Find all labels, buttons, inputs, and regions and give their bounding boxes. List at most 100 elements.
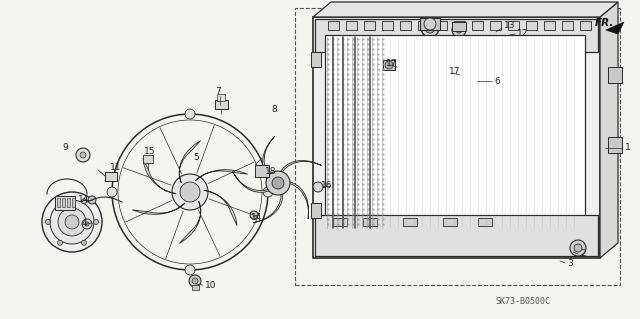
Circle shape bbox=[180, 182, 200, 202]
Circle shape bbox=[81, 199, 86, 204]
Polygon shape bbox=[253, 190, 283, 223]
Text: 10: 10 bbox=[205, 280, 216, 290]
Bar bbox=[580, 21, 591, 30]
Text: 4: 4 bbox=[82, 219, 88, 228]
Bar bbox=[55, 196, 75, 210]
Text: 7: 7 bbox=[215, 87, 221, 97]
Bar bbox=[608, 137, 622, 153]
Bar bbox=[400, 21, 411, 30]
Bar bbox=[420, 18, 440, 30]
Text: SK73-B0500C: SK73-B0500C bbox=[495, 298, 550, 307]
Bar bbox=[403, 218, 417, 226]
Circle shape bbox=[574, 244, 582, 252]
Polygon shape bbox=[204, 190, 237, 226]
Text: 1: 1 bbox=[625, 144, 631, 152]
Text: 15: 15 bbox=[144, 147, 156, 157]
Circle shape bbox=[81, 240, 86, 245]
Polygon shape bbox=[143, 159, 176, 194]
Text: 13: 13 bbox=[504, 21, 515, 31]
Bar bbox=[382, 21, 393, 30]
Bar bbox=[143, 155, 153, 163]
Polygon shape bbox=[313, 2, 618, 17]
Bar bbox=[328, 21, 339, 30]
Text: 17: 17 bbox=[449, 68, 461, 77]
Circle shape bbox=[80, 152, 86, 158]
Bar bbox=[315, 19, 598, 52]
Bar bbox=[295, 8, 620, 285]
Circle shape bbox=[192, 278, 198, 284]
Text: 11: 11 bbox=[110, 164, 122, 173]
Bar bbox=[436, 21, 447, 30]
Bar bbox=[67, 198, 70, 207]
Circle shape bbox=[82, 219, 92, 229]
Circle shape bbox=[425, 23, 435, 33]
Bar bbox=[443, 218, 457, 226]
Bar bbox=[255, 165, 269, 177]
Bar bbox=[526, 21, 537, 30]
Polygon shape bbox=[279, 160, 321, 175]
Circle shape bbox=[189, 275, 201, 287]
Circle shape bbox=[385, 61, 393, 69]
Polygon shape bbox=[179, 201, 201, 243]
Bar bbox=[478, 218, 492, 226]
Text: 5: 5 bbox=[193, 152, 199, 161]
Text: 14: 14 bbox=[78, 196, 90, 204]
Polygon shape bbox=[132, 203, 185, 214]
Bar bbox=[315, 215, 598, 256]
Circle shape bbox=[172, 174, 208, 210]
Bar bbox=[57, 198, 60, 207]
Circle shape bbox=[456, 27, 462, 33]
Polygon shape bbox=[232, 172, 273, 192]
Polygon shape bbox=[195, 170, 248, 181]
Bar bbox=[311, 52, 321, 67]
Polygon shape bbox=[600, 2, 618, 258]
Bar bbox=[325, 35, 585, 230]
Circle shape bbox=[424, 18, 436, 30]
Circle shape bbox=[570, 240, 586, 256]
Bar bbox=[454, 21, 465, 30]
Bar bbox=[192, 285, 199, 290]
Bar bbox=[418, 21, 429, 30]
Circle shape bbox=[76, 148, 90, 162]
Circle shape bbox=[185, 109, 195, 119]
Bar bbox=[562, 21, 573, 30]
Bar bbox=[215, 100, 228, 109]
Circle shape bbox=[421, 19, 439, 37]
Text: 17: 17 bbox=[386, 58, 397, 68]
Bar bbox=[346, 21, 357, 30]
Bar bbox=[544, 21, 555, 30]
Bar bbox=[333, 218, 347, 226]
Text: 16: 16 bbox=[321, 182, 333, 190]
Circle shape bbox=[45, 219, 51, 225]
Circle shape bbox=[272, 177, 284, 189]
Polygon shape bbox=[262, 136, 275, 180]
Text: 3: 3 bbox=[567, 259, 573, 269]
Bar bbox=[105, 172, 117, 181]
Polygon shape bbox=[179, 141, 201, 183]
Polygon shape bbox=[475, 72, 491, 80]
Bar bbox=[472, 21, 483, 30]
Text: 2: 2 bbox=[580, 249, 586, 258]
Bar bbox=[217, 94, 225, 101]
Circle shape bbox=[85, 222, 89, 226]
Bar bbox=[62, 198, 65, 207]
Text: 8: 8 bbox=[271, 106, 276, 115]
Circle shape bbox=[42, 192, 102, 252]
Bar bbox=[311, 203, 321, 218]
Circle shape bbox=[107, 187, 117, 197]
Circle shape bbox=[266, 171, 290, 195]
Circle shape bbox=[93, 219, 99, 225]
Bar bbox=[364, 21, 375, 30]
Bar bbox=[363, 218, 377, 226]
Circle shape bbox=[58, 208, 86, 236]
Circle shape bbox=[88, 196, 96, 204]
Circle shape bbox=[313, 182, 323, 192]
Circle shape bbox=[452, 23, 466, 37]
Text: FR.: FR. bbox=[595, 18, 614, 28]
Text: 14: 14 bbox=[251, 213, 262, 222]
Bar bbox=[452, 22, 466, 31]
Polygon shape bbox=[286, 182, 308, 219]
Bar bbox=[313, 17, 600, 258]
Text: 6: 6 bbox=[494, 77, 500, 85]
Circle shape bbox=[50, 200, 94, 244]
